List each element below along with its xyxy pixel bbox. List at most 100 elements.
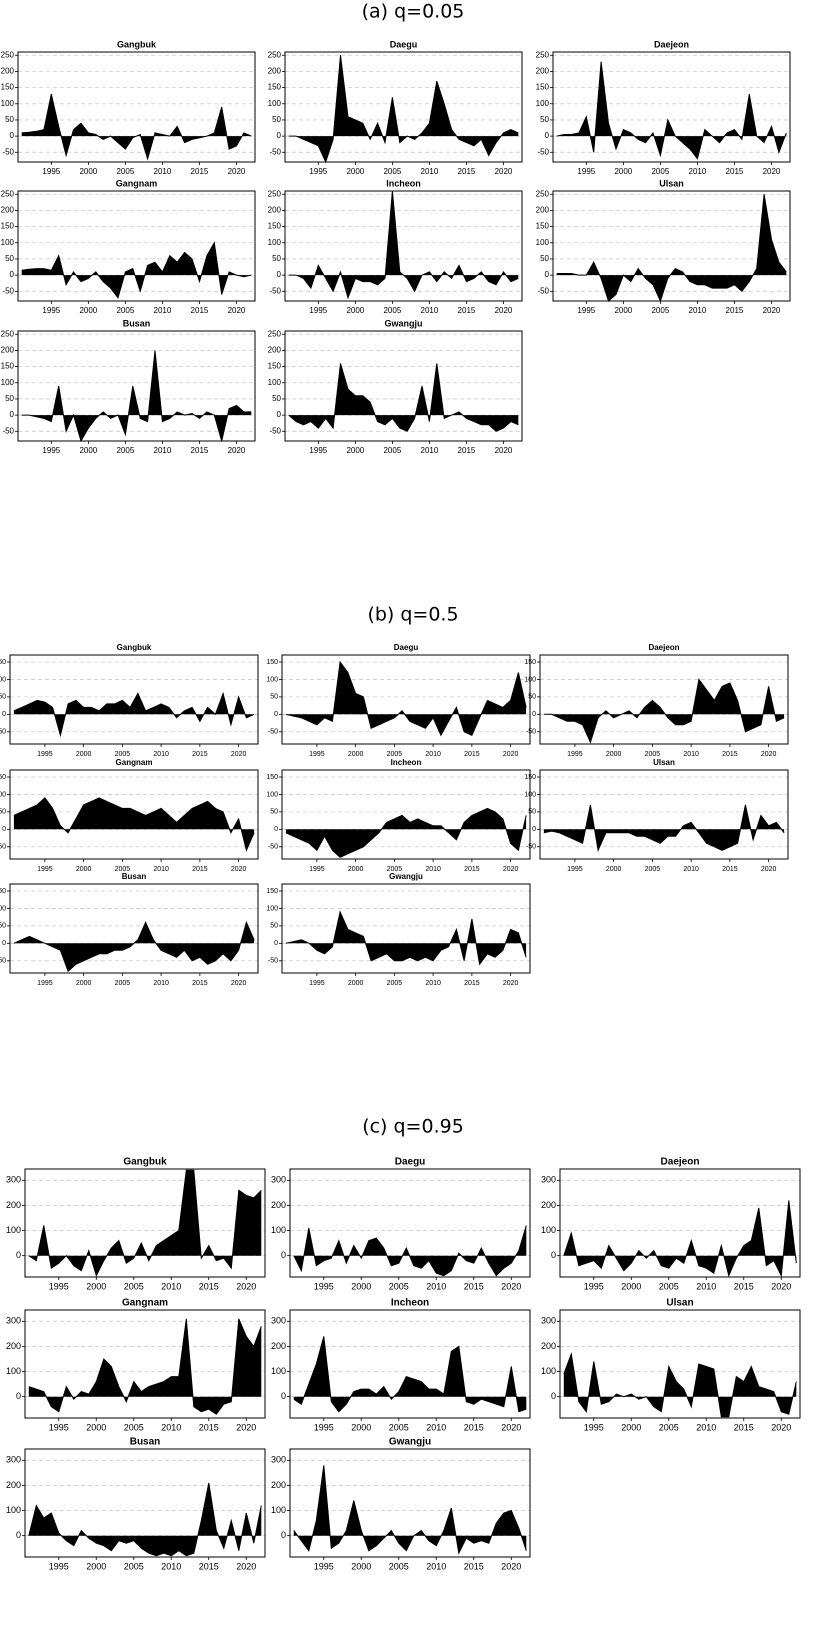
subplot-title: Gangbuk (117, 643, 152, 652)
x-tick-label: 1995 (314, 1422, 334, 1432)
x-tick-label: 2020 (501, 1422, 521, 1432)
x-tick-label: 1995 (49, 1422, 69, 1432)
y-tick-label: 50 (0, 809, 6, 816)
y-tick-label: 50 (272, 115, 281, 124)
y-tick-label: 50 (0, 923, 6, 930)
series-line (13, 797, 255, 852)
x-tick-label: 2010 (696, 1422, 716, 1432)
x-tick-label: 2010 (421, 167, 439, 176)
y-tick-label: 50 (528, 809, 536, 816)
y-tick-label: 150 (266, 659, 278, 666)
x-tick-label: 1995 (314, 1281, 334, 1291)
plot-frame (9, 883, 259, 974)
y-tick-label: 0 (274, 711, 278, 718)
plot-frame (559, 1168, 801, 1278)
y-tick-label: -50 (269, 147, 281, 156)
y-tick-label: 0 (2, 711, 6, 718)
area-fill (13, 693, 255, 736)
x-tick-label: 2020 (228, 306, 246, 315)
x-tick-label: 2000 (346, 306, 364, 315)
y-tick-label: 150 (1, 362, 15, 371)
panel-title: (a) q=0.05 (362, 1, 465, 23)
x-tick-label: 2010 (154, 167, 172, 176)
y-tick-label: 200 (1, 67, 15, 76)
x-tick-label: 2000 (351, 1281, 371, 1291)
y-tick-label: 250 (1, 329, 15, 338)
series-line (288, 363, 519, 432)
subplot-title: Gwangju (389, 872, 423, 881)
x-tick-label: 2010 (683, 866, 699, 873)
series-line (293, 1225, 527, 1277)
area-fill (285, 808, 527, 858)
subplot-title: Gangbuk (117, 39, 157, 49)
y-tick-label: 100 (6, 1366, 21, 1376)
subplot-title: Gwangju (389, 1437, 431, 1448)
x-tick-label: 2020 (495, 306, 513, 315)
y-tick-label: 0 (2, 940, 6, 947)
x-tick-label: 2015 (726, 306, 744, 315)
y-tick-label: 150 (268, 83, 282, 92)
y-tick-label: 150 (1, 222, 15, 231)
series-line (556, 194, 787, 303)
x-tick-label: 2005 (651, 167, 669, 176)
y-tick-label: 300 (541, 1175, 556, 1185)
y-tick-label: 200 (6, 1200, 21, 1210)
y-tick-label: 200 (536, 67, 550, 76)
y-tick-label: 200 (6, 1341, 21, 1351)
x-tick-label: 2020 (228, 446, 246, 455)
x-tick-label: 2015 (191, 167, 209, 176)
series-line (285, 910, 527, 966)
y-tick-label: 50 (5, 394, 14, 403)
y-tick-label: 300 (541, 1316, 556, 1326)
y-tick-label: 0 (10, 131, 15, 140)
y-tick-label: 200 (271, 1341, 286, 1351)
x-tick-label: 2015 (199, 1422, 219, 1432)
y-tick-label: -50 (2, 147, 14, 156)
x-tick-label: 2010 (161, 1561, 181, 1571)
x-tick-label: 2015 (458, 306, 476, 315)
y-tick-label: 50 (540, 254, 549, 263)
y-tick-label: 50 (528, 694, 536, 701)
y-tick-label: 250 (536, 189, 550, 198)
x-tick-label: 1995 (309, 446, 327, 455)
plot-frame (289, 1448, 531, 1558)
y-tick-label: 250 (268, 50, 282, 59)
subplot-title: Daejeon (654, 39, 689, 49)
y-tick-label: 100 (524, 676, 536, 683)
x-tick-label: 2010 (683, 751, 699, 758)
x-tick-label: 2005 (389, 1422, 409, 1432)
plot-frame (17, 190, 256, 302)
y-tick-label: -50 (2, 426, 14, 435)
y-tick-label: 0 (281, 1530, 286, 1540)
x-tick-label: 2010 (421, 306, 439, 315)
series-line (543, 678, 785, 744)
x-tick-label: 2010 (153, 866, 169, 873)
x-tick-label: 2020 (503, 980, 519, 987)
y-tick-label: 300 (6, 1316, 21, 1326)
x-tick-label: 2000 (348, 980, 364, 987)
y-tick-label: 250 (1, 189, 15, 198)
x-tick-label: 2015 (464, 751, 480, 758)
area-fill (13, 922, 255, 972)
x-tick-label: 2020 (771, 1422, 791, 1432)
plot-frame (281, 769, 531, 860)
y-tick-label: 100 (1, 238, 15, 247)
x-tick-label: 2015 (199, 1561, 219, 1571)
series-line (285, 807, 527, 858)
x-tick-label: 2015 (191, 446, 209, 455)
x-tick-label: 2015 (734, 1422, 754, 1432)
subplot-title: Incheon (386, 178, 421, 188)
x-tick-label: 2020 (228, 167, 246, 176)
plot-frame (284, 330, 523, 442)
series-line (28, 1482, 262, 1557)
x-tick-label: 2020 (236, 1281, 256, 1291)
x-tick-label: 2010 (696, 1281, 716, 1291)
x-tick-label: 2010 (153, 980, 169, 987)
x-tick-label: 2010 (154, 446, 172, 455)
x-tick-label: 2015 (458, 446, 476, 455)
x-tick-label: 2010 (161, 1281, 181, 1291)
subplot-title: Ulsan (666, 1298, 693, 1309)
x-tick-label: 2000 (86, 1281, 106, 1291)
area-fill (288, 191, 519, 298)
area-fill (28, 1482, 262, 1556)
